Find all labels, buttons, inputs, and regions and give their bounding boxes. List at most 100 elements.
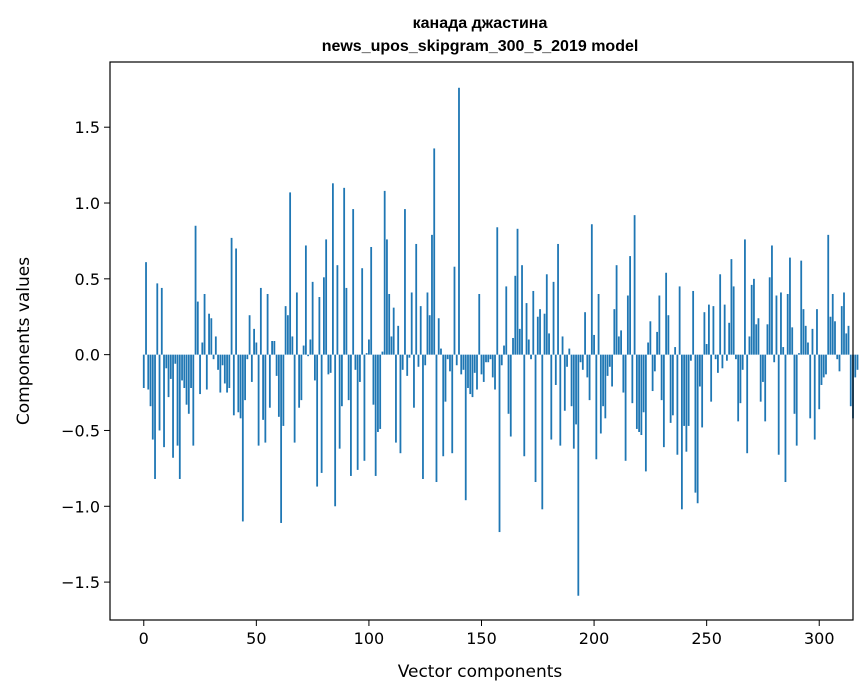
bar (244, 354, 246, 401)
bar (539, 309, 541, 355)
bar (257, 354, 260, 446)
bar (687, 354, 690, 426)
bar (543, 313, 546, 355)
bar (415, 243, 418, 355)
bar (149, 354, 152, 407)
bar (410, 292, 413, 355)
bar (784, 354, 787, 483)
bar (503, 345, 505, 355)
x-tick-label: 0 (139, 629, 149, 648)
bar (581, 354, 584, 370)
y-tick-label: 1.5 (75, 118, 100, 137)
bar (527, 339, 530, 355)
bar (336, 265, 339, 355)
bar (518, 328, 521, 355)
bar (608, 354, 611, 367)
bar (586, 354, 589, 378)
bar (847, 325, 850, 355)
bar (223, 354, 226, 384)
bar (730, 259, 733, 355)
bar (467, 354, 469, 389)
bar (331, 183, 334, 355)
bar (199, 354, 201, 395)
bar (300, 354, 303, 401)
bar (190, 354, 192, 389)
y-tick-label: 0.5 (75, 270, 100, 289)
bar (386, 239, 388, 355)
bar (703, 312, 706, 355)
bar (471, 354, 474, 398)
y-tick-label: 1.0 (75, 194, 100, 213)
bar (606, 354, 609, 376)
bar (775, 295, 778, 355)
bar (374, 354, 377, 476)
bar (575, 354, 577, 425)
bar (313, 354, 316, 381)
bar (809, 354, 812, 419)
bar (800, 260, 803, 355)
bar (620, 330, 622, 355)
bar (762, 354, 764, 382)
bar (525, 303, 528, 355)
bar (291, 336, 294, 355)
bar (635, 354, 638, 429)
bar (732, 286, 735, 355)
bar (786, 293, 789, 355)
bar (557, 243, 559, 355)
bar (352, 209, 355, 355)
bar (642, 354, 645, 413)
bar (397, 325, 400, 355)
bar (570, 354, 573, 407)
bar (205, 354, 208, 390)
bar (282, 354, 285, 426)
bar (365, 353, 368, 355)
bar (593, 334, 595, 355)
y-tick-label: 0.0 (75, 346, 100, 365)
bar (338, 354, 341, 449)
bar (142, 354, 145, 389)
bar (640, 354, 643, 436)
bar (185, 354, 188, 405)
bar (701, 354, 704, 428)
bar (638, 354, 641, 432)
bar (235, 248, 237, 355)
bar (156, 283, 159, 355)
bar (178, 354, 181, 479)
bar (491, 354, 494, 378)
bar (169, 354, 172, 379)
bar (597, 293, 600, 355)
bar (658, 295, 661, 355)
bar (534, 354, 537, 483)
bar (264, 354, 267, 443)
bar (334, 354, 337, 507)
bar (771, 245, 773, 355)
bar (507, 354, 510, 414)
bar (626, 295, 629, 355)
bar (818, 354, 821, 410)
bar (820, 354, 823, 385)
bar (572, 354, 575, 449)
bar (277, 354, 280, 417)
bar (145, 262, 147, 355)
bar (399, 354, 402, 454)
y-tick-label: −1.0 (61, 497, 100, 516)
bar (836, 354, 839, 360)
bar (496, 227, 499, 355)
bar (856, 354, 859, 370)
bar (176, 354, 179, 446)
bar (160, 287, 163, 355)
bar (840, 306, 843, 355)
bar (500, 354, 503, 366)
bar (536, 316, 539, 355)
bar (480, 354, 483, 375)
bar (516, 228, 519, 355)
bar (408, 354, 411, 358)
bar (768, 277, 771, 355)
bar (566, 354, 568, 367)
bar (829, 316, 832, 355)
bar (327, 354, 330, 375)
bar (413, 354, 415, 408)
bar (464, 354, 467, 501)
bar (683, 354, 686, 426)
bar (554, 354, 557, 385)
